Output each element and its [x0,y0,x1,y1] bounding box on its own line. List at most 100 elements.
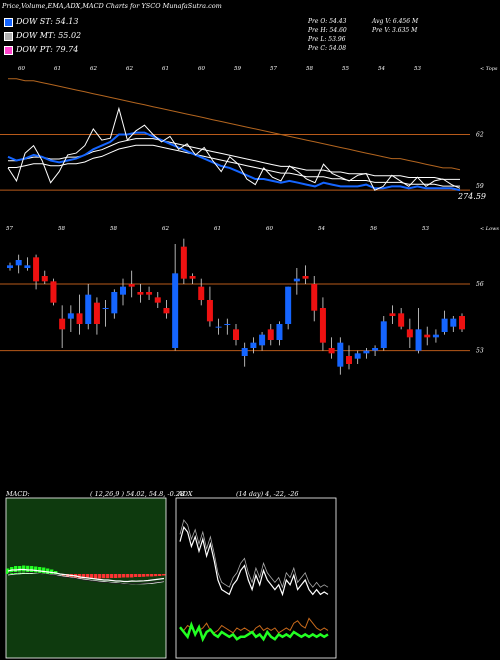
macd-shadow-line [7,571,165,585]
macd-histogram-bar [50,569,54,574]
stat-high: Pre H: 54.60 [308,27,347,34]
candle-price-label-lower: 53 [476,348,484,355]
candle-body [180,246,187,279]
candle-top-tick-label: 53 [422,226,429,232]
stat-avg-volume: Avg V: 6.456 M [372,18,419,25]
stat-open: Pre O: 54.43 [308,18,347,25]
macd-histogram-bar [102,574,106,579]
price-label-upper: 62 [476,132,484,139]
macd-histogram-bar [46,568,50,574]
candle-body [432,334,439,338]
candle-body [311,284,318,311]
candle-body [24,265,31,268]
candle-body [120,286,126,295]
candle-body [128,284,135,287]
candle-body [302,276,309,279]
top-tick-label: 54 [378,66,385,72]
top-tick-label: 55 [342,66,349,72]
candle-body [424,334,431,338]
candle-body [59,318,66,330]
candle-top-tick-label: 62 [162,226,169,232]
candle-body [41,276,48,282]
macd-histogram-bar [154,574,158,577]
macd-histogram-bar [162,574,166,576]
top-tick-label: 60 [198,66,205,72]
macd-histogram-bar [114,574,118,578]
macd-histogram-bar [94,574,98,579]
candle-body [406,329,413,338]
candle-top-tick-label: 60 [266,226,273,232]
candle-top-tick-label: 61 [214,226,221,232]
close-price-line [7,106,461,191]
ema-short-line [7,131,461,192]
top-tick-label: 60 [18,66,25,72]
stat-low: Pre L: 53.96 [308,36,346,43]
legend-label-mt: DOW MT: 55.02 [16,31,82,40]
legend-label-pt: DOW PT: 79.74 [16,45,79,54]
macd-histogram-bar [158,574,162,576]
macd-histogram-bar [110,574,114,578]
lows-label: < Lows [480,226,499,232]
candle-body [363,350,370,354]
top-tick-label: 53 [414,66,421,72]
macd-histogram-bar [78,574,82,578]
candle-body [319,308,326,343]
candle-body [450,318,457,327]
top-tick-label: 61 [162,66,169,72]
candle-body [163,308,170,314]
adx-shadow-line [179,519,329,589]
candle-body [328,348,335,354]
ema-mid-lower-band [8,144,460,187]
candle-body [415,329,422,351]
macd-line [7,568,165,583]
stat-volume: Pre V: 3.635 M [372,27,418,34]
stat-close: Pre C: 54.08 [308,45,347,52]
macd-histogram-bar [122,574,126,578]
candle-body [380,321,387,348]
candle-top-tick-label: 54 [318,226,325,232]
legend-swatch-mt [4,31,13,41]
candle-top-tick-label: 58 [110,226,117,232]
candle-body [276,324,283,340]
macd-histogram-bar [106,574,110,579]
macd-histogram-bar [42,567,46,574]
adx-params: (14 day) 4, -22, -26 [236,490,299,498]
top-tick-label: 61 [54,66,61,72]
candle-body [354,353,361,359]
macd-histogram-bar [82,574,86,579]
candle-body [441,318,448,332]
top-tick-label: 59 [234,66,241,72]
macd-histogram-bar [118,574,122,578]
candle-body [85,294,92,324]
legend-dow-pt: DOW PT: 79.74 [4,45,78,55]
legend-dow-mt: DOW MT: 55.02 [4,31,81,41]
macd-histogram-bar [126,574,130,578]
candle-body [241,348,248,356]
tops-label: < Tops [480,66,498,72]
candle-body [67,313,74,319]
candle-body [146,292,153,295]
candle-body [285,286,292,324]
candle-body [154,297,161,303]
candle-body [233,329,239,340]
legend-dow-st: DOW ST: 54.13 [4,17,78,27]
candle-body [259,334,266,346]
macd-params: ( 12,26,9 ) 54.02, 54.8, -0.28 [90,490,185,498]
candle-body [137,292,144,295]
candle-body [293,278,300,282]
minus-di-line [179,617,329,634]
candle-body [7,265,13,268]
ema-long-line [8,78,461,171]
price-label-current: 274.59 [457,192,486,201]
macd-histogram-bar [98,574,102,579]
adx-panel-frame [175,497,337,659]
candle-body [346,356,352,364]
candle-body [250,342,257,348]
candle-body [93,302,100,324]
legend-label-st: DOW ST: 54.13 [16,17,79,26]
candle-body [111,292,118,314]
adx-title: ADX [178,490,193,498]
macd-histogram-bar [142,574,146,577]
plus-di-line [179,621,329,643]
